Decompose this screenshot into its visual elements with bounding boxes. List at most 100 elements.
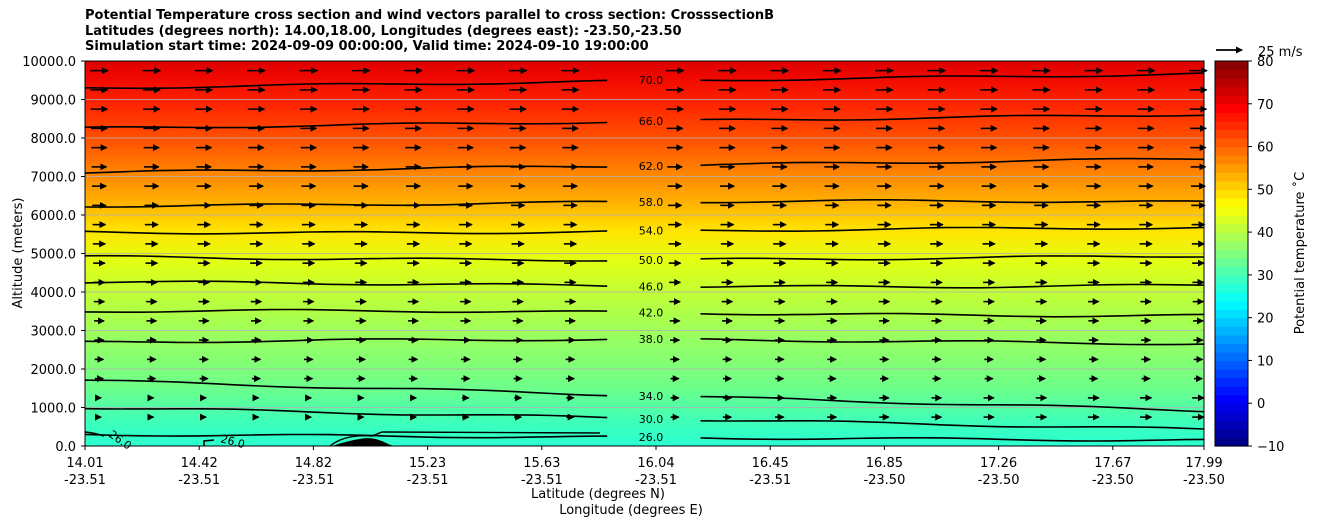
contour-label: 54.0 xyxy=(639,225,664,238)
colorbar-band xyxy=(1215,403,1248,413)
x-tick-label-lat: 16.04 xyxy=(637,456,674,471)
colorbar: −10 0 10 20 30 40 50 60 70 80 Potential temperatur… xyxy=(1214,55,1308,455)
contour-label: 66.0 xyxy=(639,115,664,128)
contour-line xyxy=(700,312,1205,318)
wind-key-label: 25 m/s xyxy=(1258,45,1303,60)
x-tick-label-lon: -23.51 xyxy=(521,473,563,488)
axes: 0.0 1000.0 2000.0 3000.0 4000.0 5000.0 6000.0 7… xyxy=(11,55,1225,518)
x-tick-label-lat: 17.67 xyxy=(1094,456,1131,471)
colorbar-band xyxy=(1215,437,1248,447)
x-tick-label-lat: 16.85 xyxy=(866,456,903,471)
colorbar-band xyxy=(1215,360,1248,370)
colorbar-band xyxy=(1215,215,1248,225)
colorbar-band xyxy=(1215,163,1248,173)
x-tick-label-lat: 14.82 xyxy=(295,456,332,471)
contour-line xyxy=(84,79,608,90)
colorbar-tick-label: 50 xyxy=(1257,183,1274,198)
x-axis-label-lat: Latitude (degrees N) xyxy=(531,487,665,502)
x-tick-label-lon: -23.51 xyxy=(407,473,449,488)
contour-line xyxy=(84,230,608,235)
contour-line xyxy=(700,420,1205,430)
colorbar-band xyxy=(1215,266,1248,276)
x-tick-label-lon: -23.51 xyxy=(292,473,334,488)
y-tick-label: 9000.0 xyxy=(31,94,77,109)
colorbar-band xyxy=(1215,317,1248,327)
contour-line xyxy=(84,308,608,314)
terrain xyxy=(332,438,394,446)
contour-line xyxy=(84,121,608,129)
contour-label: 58.0 xyxy=(639,196,664,209)
colorbar-tick-label: −10 xyxy=(1257,440,1284,455)
x-tick-label-lat: 14.01 xyxy=(66,456,103,471)
colorbar-band xyxy=(1215,343,1248,353)
contour-line xyxy=(84,433,608,439)
gridlines xyxy=(85,99,1204,408)
x-tick-label-lon: -23.51 xyxy=(749,473,791,488)
colorbar-band xyxy=(1215,61,1248,71)
contour-line xyxy=(700,226,1205,233)
y-tick-label: 6000.0 xyxy=(31,209,77,224)
colorbar-tick-label: 0 xyxy=(1257,397,1265,412)
colorbar-band xyxy=(1215,69,1248,79)
y-axis-label: Altitude (meters) xyxy=(11,198,26,309)
x-tick-label-lon: -23.51 xyxy=(635,473,677,488)
contour-label: 26.0 xyxy=(219,432,246,451)
contour-line xyxy=(700,157,1205,167)
contour-label: 26.0 xyxy=(639,431,664,444)
colorbar-band xyxy=(1215,223,1248,233)
contour-line xyxy=(700,255,1205,261)
y-tick-label: 1000.0 xyxy=(31,402,77,417)
colorbar-label: Potential temperature ˚C xyxy=(1292,172,1308,335)
colorbar-tick-label: 10 xyxy=(1257,354,1274,369)
contour-label: 70.0 xyxy=(639,74,664,87)
y-tick-label: 3000.0 xyxy=(31,325,77,340)
x-tick-label-lat: 15.23 xyxy=(409,456,446,471)
colorbar-tick-label: 60 xyxy=(1257,141,1274,156)
y-tick-label: 7000.0 xyxy=(31,171,77,186)
colorbar-band xyxy=(1215,120,1248,131)
colorbar-band xyxy=(1215,377,1248,387)
terrain-shape xyxy=(332,438,394,446)
colorbar-tick-label: 80 xyxy=(1257,55,1274,70)
contour-label: 38.0 xyxy=(639,333,664,346)
colorbar-band xyxy=(1215,103,1248,113)
colorbar-band xyxy=(1215,86,1248,96)
colorbar-band xyxy=(1215,386,1248,396)
contour-label: 46.0 xyxy=(639,281,664,294)
colorbar-band xyxy=(1215,146,1248,156)
colorbar-tick-label: 20 xyxy=(1257,312,1274,327)
contour-line xyxy=(203,439,215,446)
x-tick-label-lat: 14.42 xyxy=(181,456,218,471)
title-line-3: Simulation start time: 2024-09-09 00:00:… xyxy=(85,39,649,54)
contour-label: 62.0 xyxy=(639,160,664,173)
y-tick-label: 10000.0 xyxy=(22,55,76,70)
chart-title: Potential Temperature cross section and … xyxy=(85,8,774,55)
contour-line xyxy=(700,114,1205,121)
contour-label: 50.0 xyxy=(639,254,664,267)
colorbar-band xyxy=(1215,369,1248,379)
x-tick-label-lat: 17.99 xyxy=(1185,456,1222,471)
x-tick-label-lat: 17.26 xyxy=(980,456,1017,471)
colorbar-band xyxy=(1215,129,1248,139)
colorbar-band xyxy=(1215,95,1248,105)
y-tick-label: 5000.0 xyxy=(31,248,77,263)
colorbar-band xyxy=(1215,394,1248,404)
contour-label: 34.0 xyxy=(639,390,664,403)
x-tick-label-lon: -23.50 xyxy=(978,473,1020,488)
contour-line xyxy=(329,431,601,447)
contour-line xyxy=(700,199,1205,204)
colorbar-band xyxy=(1215,172,1248,182)
colorbar-band xyxy=(1215,420,1248,430)
x-tick-label-lat: 16.45 xyxy=(752,456,789,471)
x-tick-label-lat: 15.63 xyxy=(523,456,560,471)
colorbar-band xyxy=(1215,292,1248,302)
colorbar-band xyxy=(1215,189,1248,199)
colorbar-band xyxy=(1215,232,1248,242)
y-tick-label: 4000.0 xyxy=(31,286,77,301)
colorbar-band xyxy=(1215,197,1248,208)
x-tick-label-lon: -23.51 xyxy=(178,473,220,488)
colorbar-band xyxy=(1215,351,1248,362)
x-tick-label-lon: -23.50 xyxy=(1092,473,1134,488)
y-tick-label: 0.0 xyxy=(55,440,76,455)
colorbar-tick-label: 40 xyxy=(1257,226,1274,241)
